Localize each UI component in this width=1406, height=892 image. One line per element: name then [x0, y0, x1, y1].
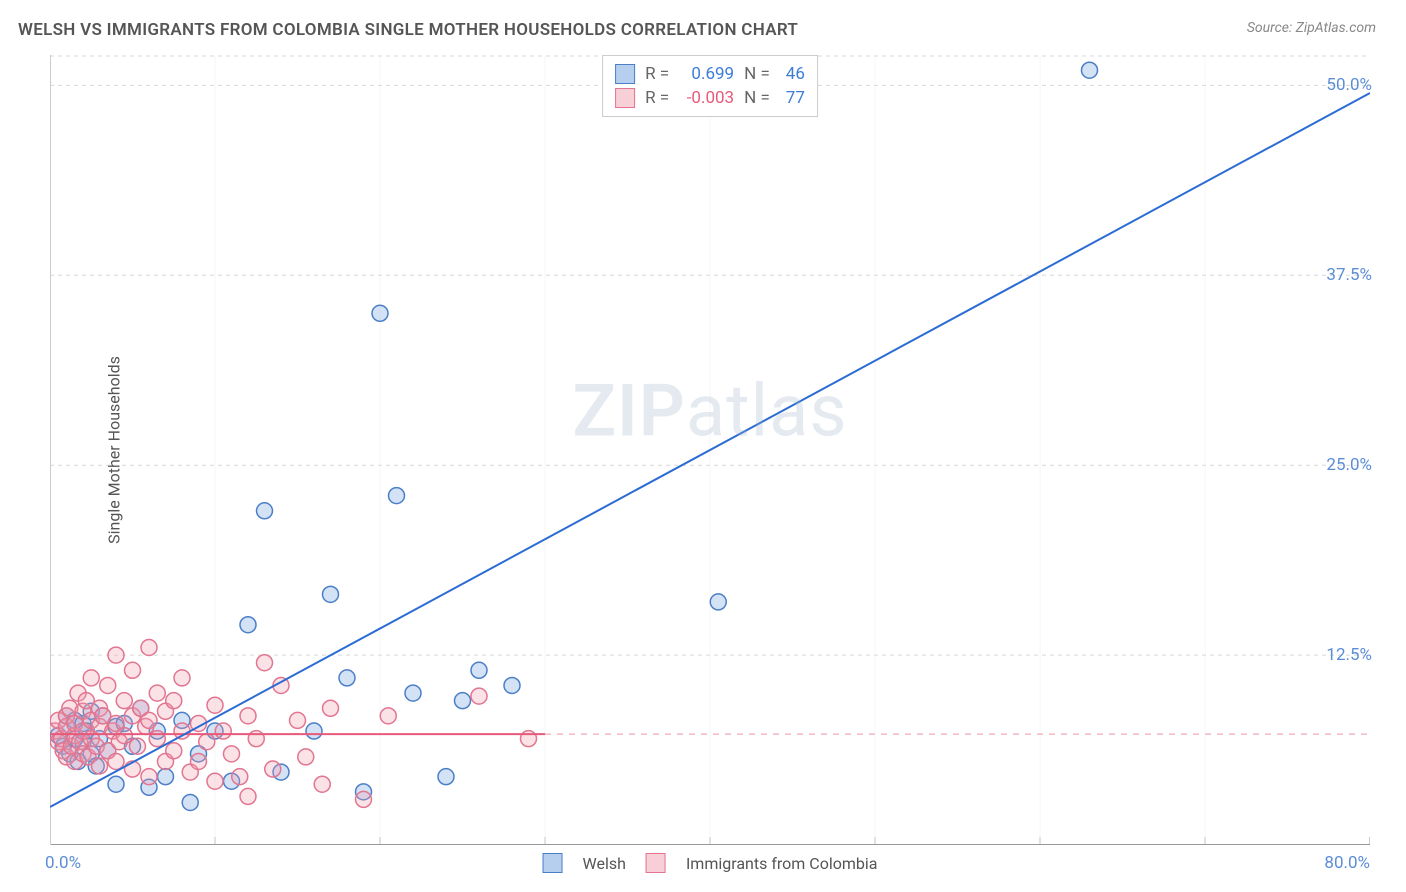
n-label: N =	[744, 64, 770, 84]
legend-swatch-welsh	[543, 853, 563, 873]
r-label: R =	[645, 88, 669, 108]
x-tick-max: 80.0%	[1324, 853, 1370, 873]
n-value-colombia: 77	[786, 88, 805, 108]
stats-row-welsh: R = 0.699 N = 46	[615, 62, 805, 86]
y-tick-label: 12.5%	[1326, 645, 1372, 665]
scatter-plot	[50, 55, 1370, 845]
plot-container: Single Mother Households R = 0.699 N = 4…	[50, 55, 1370, 845]
n-label: N =	[744, 88, 770, 108]
chart-title: WELSH VS IMMIGRANTS FROM COLOMBIA SINGLE…	[18, 20, 798, 40]
bottom-legend: Welsh Immigrants from Colombia	[543, 853, 878, 873]
n-value-welsh: 46	[786, 64, 805, 84]
x-tick-min: 0.0%	[45, 853, 81, 873]
y-tick-label: 25.0%	[1326, 455, 1372, 475]
stats-row-colombia: R = -0.003 N = 77	[615, 86, 805, 110]
swatch-colombia	[615, 88, 635, 108]
legend-label-welsh: Welsh	[583, 854, 626, 873]
legend-swatch-colombia	[646, 853, 666, 873]
y-tick-label: 50.0%	[1326, 75, 1372, 95]
stats-box: R = 0.699 N = 46 R = -0.003 N = 77	[602, 55, 818, 117]
r-value-colombia: -0.003	[679, 88, 734, 108]
legend-label-colombia: Immigrants from Colombia	[686, 854, 878, 873]
y-tick-label: 37.5%	[1326, 265, 1372, 285]
r-value-welsh: 0.699	[679, 64, 734, 84]
source-label: Source: ZipAtlas.com	[1247, 20, 1376, 36]
r-label: R =	[645, 64, 669, 84]
swatch-welsh	[615, 64, 635, 84]
